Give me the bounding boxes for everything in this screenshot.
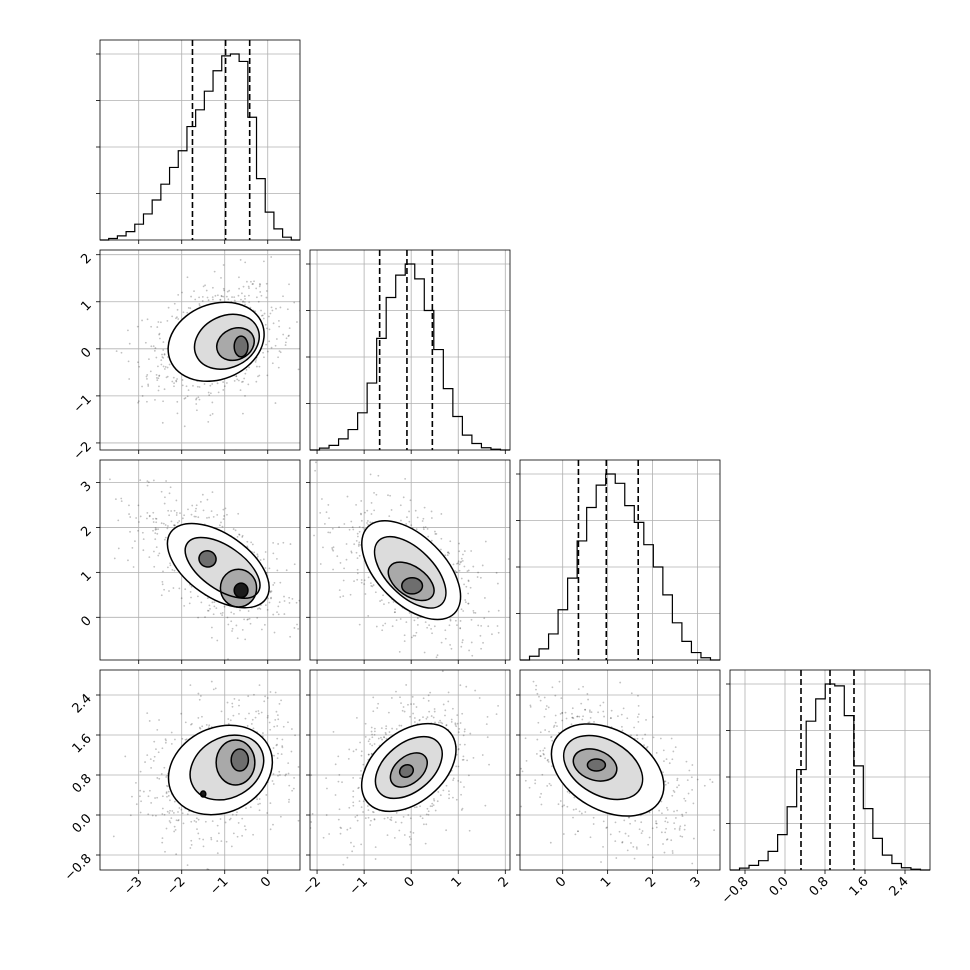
hist-grid-1 bbox=[310, 250, 510, 450]
y-tick-label: 2 bbox=[78, 524, 94, 540]
y-tick-label: 2.4 bbox=[70, 691, 95, 716]
density-fill bbox=[231, 749, 249, 771]
x-tick-label: −0.8 bbox=[719, 874, 752, 907]
hist-frame-3 bbox=[729, 669, 931, 871]
x-tick-label: 0.8 bbox=[807, 874, 832, 899]
y-tick-label: 3 bbox=[78, 479, 94, 495]
x-tick-label: 0 bbox=[553, 874, 569, 890]
y-tick-label: 2 bbox=[78, 251, 94, 267]
contour-4 bbox=[199, 790, 207, 798]
contour-3 bbox=[586, 758, 607, 772]
y-tick-label: 0.8 bbox=[70, 771, 95, 796]
hist-panel-3: −0.8 0.0 0.8 1.6 2.4 bbox=[719, 669, 931, 907]
contour-1 bbox=[193, 313, 260, 370]
x-tick-label: −1 bbox=[207, 874, 231, 898]
contour-1 bbox=[184, 536, 261, 599]
contour-0 bbox=[166, 522, 270, 609]
x-tick-label: 1.6 bbox=[847, 874, 872, 899]
scatter-panel-0-1: −2 −1 0 1 2 bbox=[71, 249, 301, 463]
contour-1 bbox=[562, 734, 644, 801]
panel-frame bbox=[99, 249, 301, 451]
x-tick-label: −2 bbox=[164, 874, 188, 898]
x-tick-label: 1 bbox=[598, 874, 614, 890]
scatter-panel-1-2 bbox=[306, 459, 511, 664]
hist-panel-2 bbox=[516, 459, 721, 664]
contour-0 bbox=[167, 724, 274, 816]
contour-3 bbox=[230, 748, 250, 772]
contour-2 bbox=[219, 568, 258, 608]
hist-frame-2 bbox=[519, 459, 721, 661]
density-fill bbox=[401, 577, 423, 594]
y-tick-label: 0.0 bbox=[70, 811, 95, 836]
density-fill bbox=[198, 550, 217, 568]
scatter-panel-2-3: 0 1 2 3 bbox=[516, 669, 721, 891]
y-tick-label: −1 bbox=[71, 392, 95, 416]
y-tick-label: −2 bbox=[71, 439, 95, 463]
contour-0 bbox=[550, 723, 665, 817]
contour-3 bbox=[401, 577, 424, 595]
x-tick-label: 1 bbox=[449, 874, 465, 890]
panel-frame bbox=[99, 459, 301, 661]
contour-2 bbox=[216, 327, 255, 362]
density-fill bbox=[234, 583, 248, 598]
contour-3 bbox=[398, 763, 415, 779]
contour-1 bbox=[373, 535, 447, 609]
y-tick-label: −0.8 bbox=[62, 851, 95, 884]
contour-2 bbox=[215, 739, 256, 786]
panel-frame bbox=[309, 669, 511, 871]
x-tick-label: 0.0 bbox=[767, 874, 792, 899]
hist-grid-0 bbox=[100, 40, 300, 240]
histogram-1 bbox=[310, 263, 510, 451]
density-fill bbox=[399, 764, 414, 778]
panel-frame bbox=[519, 669, 721, 871]
x-tick-label: −1 bbox=[347, 874, 371, 898]
density-fill bbox=[234, 336, 248, 357]
x-tick-label: −3 bbox=[121, 874, 145, 898]
scatter-panel-0-3: −3 −2 −1 0 −0.8 0.0 0.8 1.6 2.4 bbox=[62, 669, 301, 898]
contour-1 bbox=[374, 735, 443, 800]
x-tick-label: 2 bbox=[496, 874, 512, 890]
scatter-panel-0-2: 0 1 2 3 bbox=[78, 459, 301, 664]
x-tick-label: 2 bbox=[643, 874, 659, 890]
panel-frame bbox=[309, 459, 511, 661]
contour-4 bbox=[233, 582, 249, 599]
x-tick-label: −2 bbox=[300, 874, 324, 898]
y-tick-label: 0 bbox=[78, 614, 94, 630]
contour-1 bbox=[189, 734, 265, 801]
hist-frame-1 bbox=[309, 249, 511, 451]
x-tick-label: 3 bbox=[688, 874, 704, 890]
density-fill bbox=[587, 759, 606, 771]
contour-3 bbox=[198, 549, 217, 568]
y-tick-label: 0 bbox=[78, 345, 94, 361]
histogram-2 bbox=[520, 473, 720, 661]
contour-2 bbox=[572, 748, 618, 782]
contour-3 bbox=[233, 335, 249, 358]
hist-panel-1 bbox=[306, 249, 511, 454]
y-tick-label: 1 bbox=[78, 569, 94, 585]
histogram-0 bbox=[100, 53, 300, 241]
hist-grid-3 bbox=[730, 670, 930, 870]
x-tick-label: 0 bbox=[258, 874, 274, 890]
contour-0 bbox=[167, 301, 265, 383]
hist-panel-0 bbox=[96, 39, 301, 244]
contour-0 bbox=[361, 519, 462, 621]
hist-frame-0 bbox=[99, 39, 301, 241]
contour-0 bbox=[360, 722, 457, 813]
contour-2 bbox=[389, 752, 428, 788]
y-tick-label: 1 bbox=[78, 298, 94, 314]
panel-frame bbox=[99, 669, 301, 871]
contour-2 bbox=[387, 561, 435, 602]
x-tick-label: 2.4 bbox=[887, 874, 912, 899]
scatter-panel-1-3: −2 −1 0 1 2 bbox=[300, 669, 512, 898]
hist-grid-2 bbox=[520, 460, 720, 660]
panel-grid-1-2 bbox=[310, 460, 510, 660]
x-tick-label: 0 bbox=[402, 874, 418, 890]
y-tick-label: 1.6 bbox=[70, 731, 95, 756]
